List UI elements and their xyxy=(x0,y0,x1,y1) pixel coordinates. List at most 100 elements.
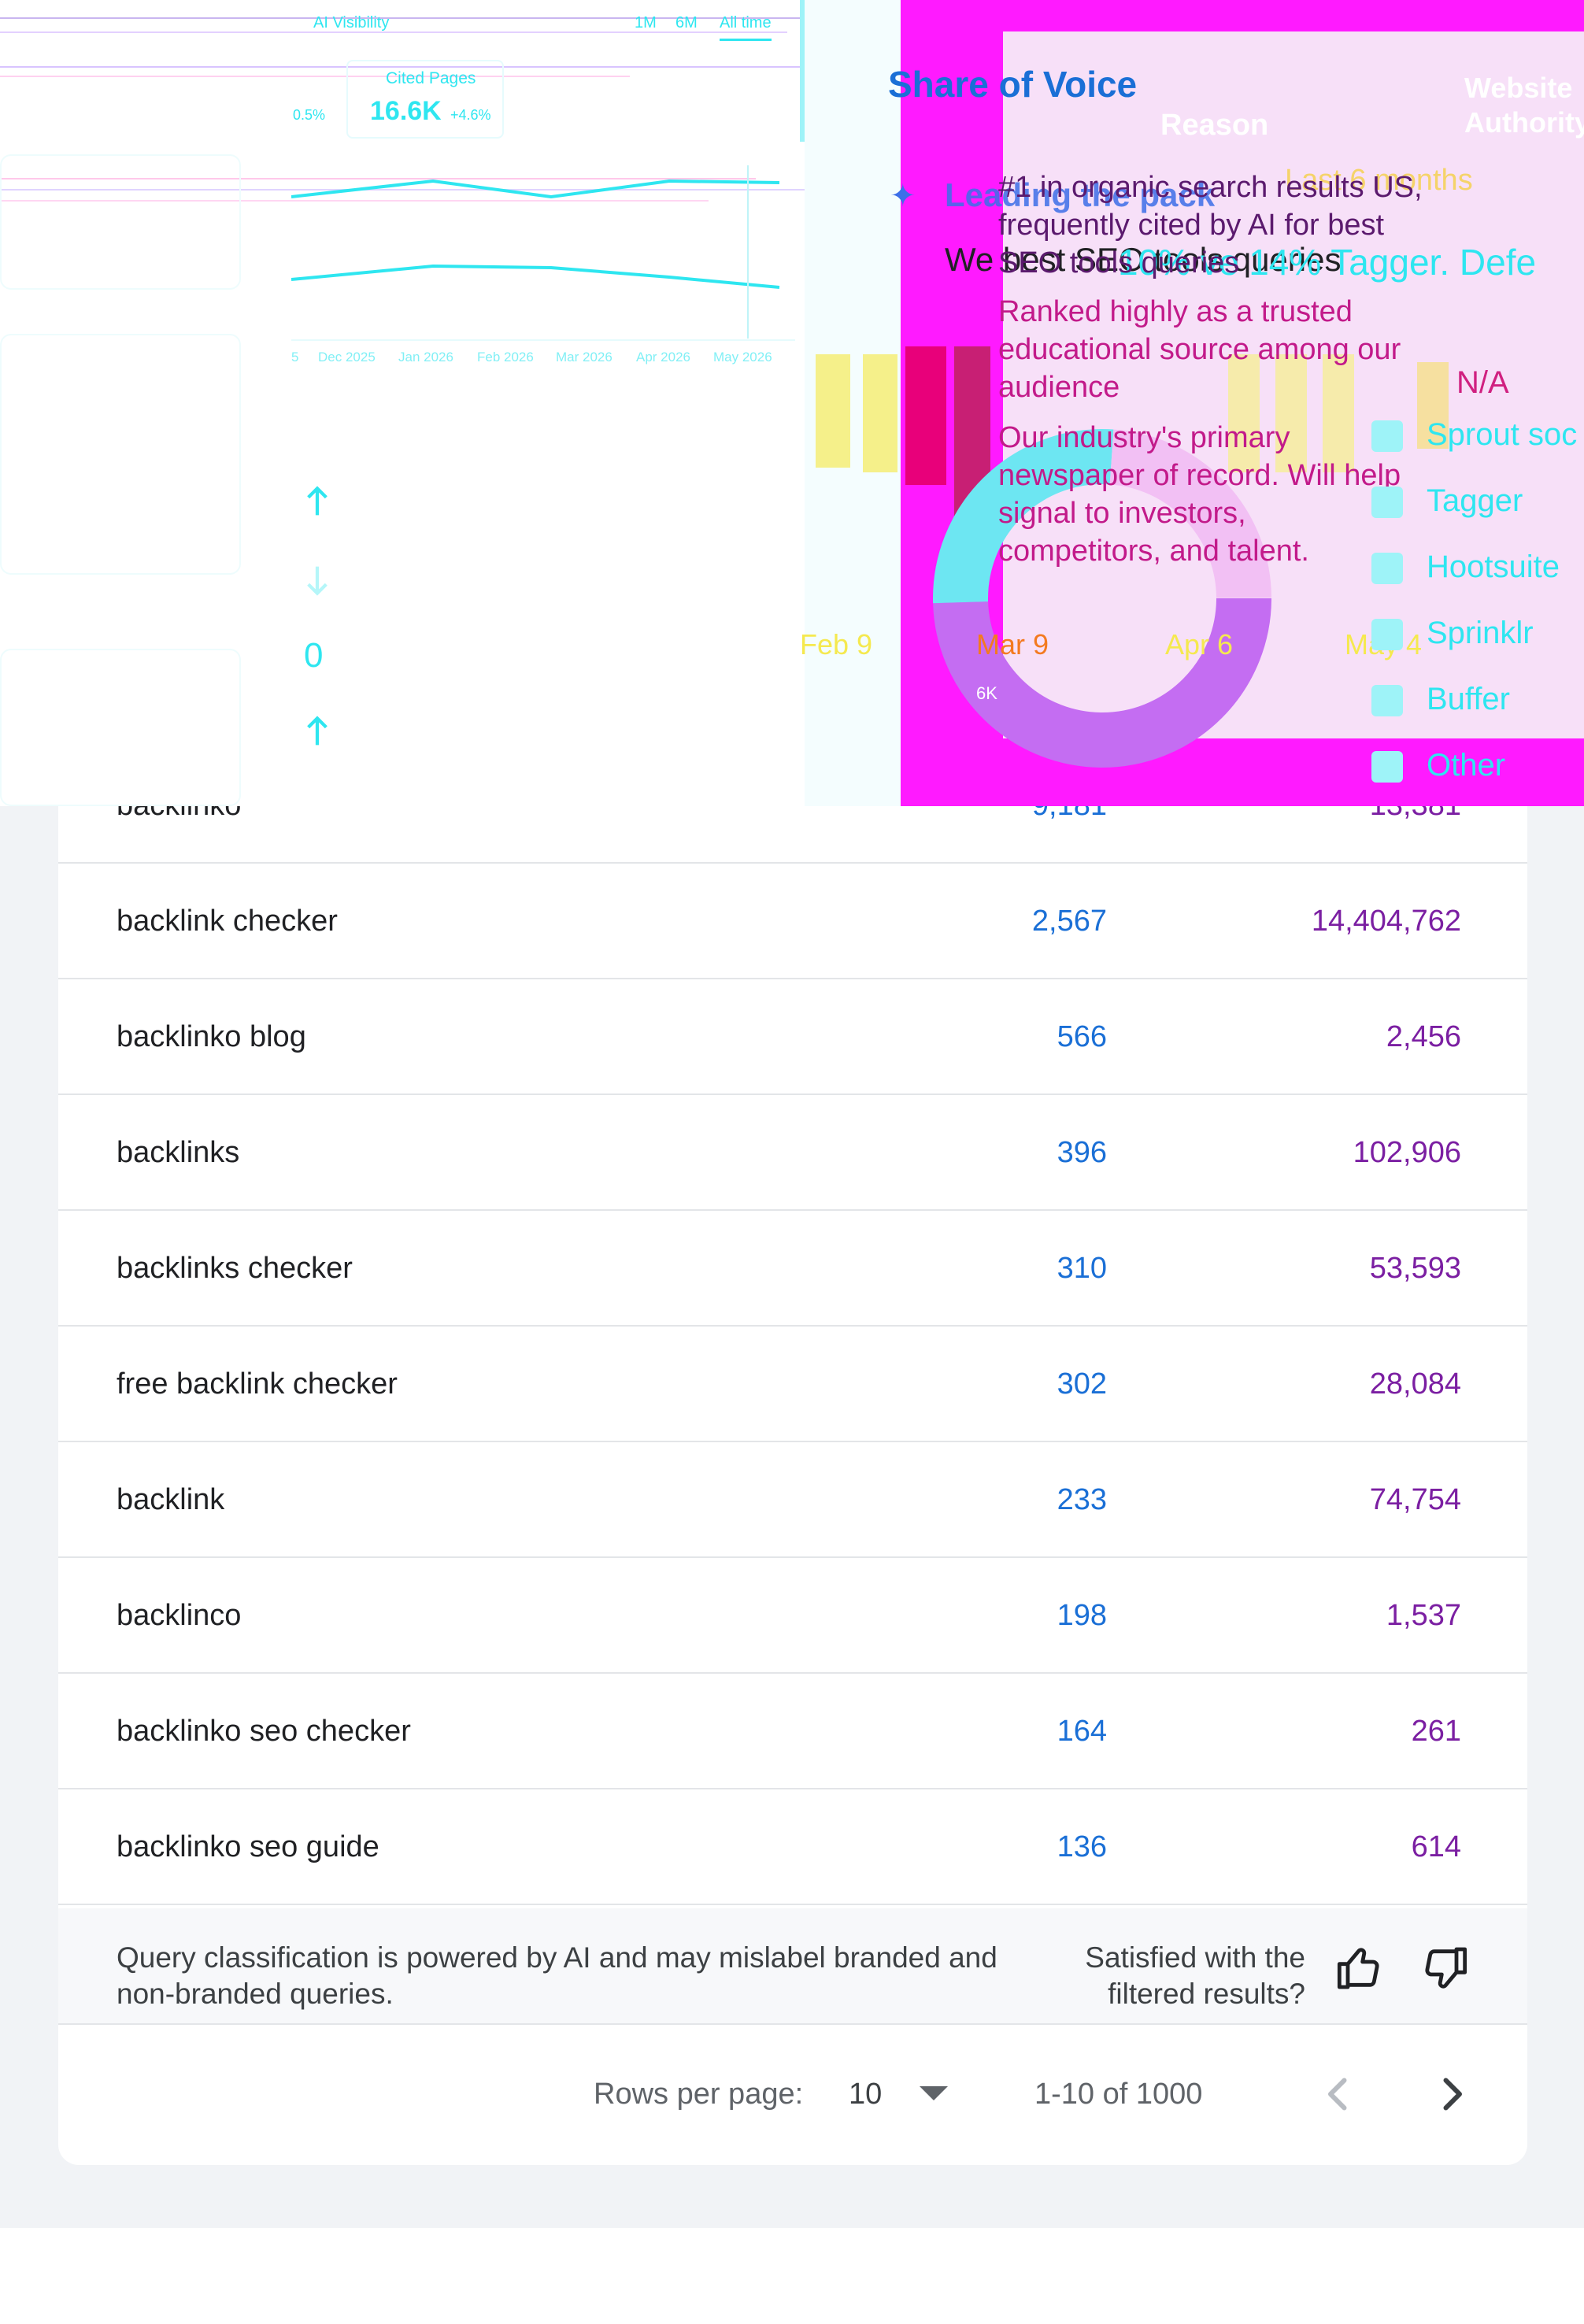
legend-checkbox[interactable] xyxy=(1371,685,1403,716)
clicks-cell: 396 xyxy=(1057,1136,1107,1169)
prev-page-icon[interactable] xyxy=(1315,2071,1362,2118)
last-months-label: Last 6 months xyxy=(1285,164,1473,197)
legend-checkbox[interactable] xyxy=(1371,619,1403,650)
query-cell[interactable]: backlinko blog xyxy=(117,1020,306,1053)
we-best-text: We best SEO tools queries xyxy=(945,241,1342,278)
legend-item[interactable]: Sprout soc xyxy=(1427,417,1578,452)
tab-ai-visibility[interactable]: AI Visibility xyxy=(313,14,390,31)
month-tick: 5 xyxy=(291,350,299,365)
thumbs-up-icon[interactable] xyxy=(1335,1943,1386,1993)
legend-checkbox[interactable] xyxy=(1371,751,1403,783)
left-card xyxy=(0,334,241,575)
left-card xyxy=(0,154,241,290)
impressions-cell: 614 xyxy=(1411,1830,1461,1863)
bar xyxy=(816,354,850,468)
website-authority-header: Website Authority xyxy=(1464,72,1584,139)
arrow-down-icon xyxy=(307,566,328,596)
bar xyxy=(905,346,946,485)
bar xyxy=(1417,362,1449,449)
cited-pages-card xyxy=(346,60,504,139)
impressions-cell: 1,537 xyxy=(1386,1599,1461,1632)
query-cell[interactable]: backlinko seo guide xyxy=(117,1830,379,1863)
next-page-icon[interactable] xyxy=(1428,2071,1475,2118)
x-tick: Apr 6 xyxy=(1165,628,1234,661)
legend-item[interactable]: Tagger xyxy=(1427,483,1523,518)
impressions-cell: 74,754 xyxy=(1369,1483,1461,1516)
table-row[interactable]: backlinko seo checker 164 261 xyxy=(58,1674,1527,1789)
left-card xyxy=(0,649,241,806)
arrow-up-icon xyxy=(307,716,328,746)
zero-value: 0 xyxy=(304,636,324,675)
month-tick: Feb 2026 xyxy=(477,350,534,365)
table-row[interactable]: backlinks checker 310 53,593 xyxy=(58,1211,1527,1327)
query-cell[interactable]: free backlink checker xyxy=(117,1367,398,1401)
clicks-cell: 198 xyxy=(1057,1599,1107,1632)
tagger-text: 10% ve 14% Tagger. Defe xyxy=(1118,242,1537,283)
bar xyxy=(863,354,897,472)
month-tick: Apr 2026 xyxy=(636,350,690,365)
query-cell[interactable]: backlink checker xyxy=(117,905,338,938)
legend-checkbox[interactable] xyxy=(1371,553,1403,584)
left-delta: 0.5% xyxy=(293,107,326,123)
legend-checkbox[interactable] xyxy=(1371,420,1403,452)
legend-item[interactable]: Hootsuite xyxy=(1427,550,1560,584)
impressions-cell: 2,456 xyxy=(1386,1020,1461,1053)
query-cell[interactable]: backlinks checker xyxy=(117,1252,353,1285)
range-1m[interactable]: 1M xyxy=(635,14,657,31)
clicks-cell: 233 xyxy=(1057,1483,1107,1516)
table-row[interactable]: free backlink checker 302 28,084 xyxy=(58,1327,1527,1442)
share-of-voice-title: Share of Voice xyxy=(888,64,1138,105)
impressions-cell: 53,593 xyxy=(1369,1252,1461,1285)
page-footer-area xyxy=(0,2228,1584,2324)
reason-2: Ranked highly as a trusted educational s… xyxy=(998,295,1401,404)
table-row[interactable]: backlink 233 74,754 xyxy=(58,1442,1527,1558)
bar xyxy=(1228,354,1260,472)
legend-item[interactable]: Other xyxy=(1427,748,1506,783)
feedback-question: Satisfied with the filtered results? xyxy=(1085,1941,1305,2010)
divider xyxy=(800,0,805,142)
legend-checkbox[interactable] xyxy=(1371,487,1403,518)
month-tick: Jan 2026 xyxy=(398,350,453,365)
table-row[interactable]: backlink checker 2,567 14,404,762 xyxy=(58,864,1527,979)
month-tick: Dec 2025 xyxy=(318,350,376,365)
donut-label: 6K xyxy=(976,683,997,703)
table-row[interactable]: backlinco 198 1,537 xyxy=(58,1558,1527,1674)
query-cell[interactable]: backlinks xyxy=(117,1136,240,1169)
clicks-cell: 566 xyxy=(1057,1020,1107,1053)
clicks-cell: 310 xyxy=(1057,1252,1107,1285)
arrow-up-icon xyxy=(307,486,328,516)
cited-pages-label: Cited Pages xyxy=(386,69,476,87)
glitch-overlay: AI Visibility 1M 6M All time Cited Pages… xyxy=(0,0,1584,806)
legend-item[interactable]: Sprinklr xyxy=(1427,616,1534,650)
classification-notice: Query classification is powered by AI an… xyxy=(58,1908,1527,2025)
donut-chart xyxy=(933,429,1271,768)
x-tick: Mar 9 xyxy=(976,628,1049,661)
impressions-cell: 28,084 xyxy=(1369,1367,1461,1401)
reason-3: Our industry's primary newspaper of reco… xyxy=(998,421,1401,568)
clicks-cell: 302 xyxy=(1057,1367,1107,1401)
table-row[interactable]: backlinks 396 102,906 xyxy=(58,1095,1527,1211)
bar xyxy=(1275,354,1307,472)
impressions-cell: 102,906 xyxy=(1353,1136,1461,1169)
x-tick: Feb 9 xyxy=(800,628,873,661)
impressions-cell: 261 xyxy=(1411,1715,1461,1748)
rows-per-page-select[interactable]: 10 xyxy=(849,2078,883,2111)
table-row[interactable]: backlinko seo guide 136 614 xyxy=(58,1789,1527,1905)
sparkle-icon: ✦ xyxy=(890,179,916,213)
range-all-time[interactable]: All time xyxy=(720,14,772,41)
reason-1: #1 in organic search results US, frequen… xyxy=(998,171,1423,279)
na-label: N/A xyxy=(1456,365,1509,400)
table-row[interactable]: backlinko blog 566 2,456 xyxy=(58,979,1527,1095)
query-cell[interactable]: backlink xyxy=(117,1483,225,1516)
reason-header: Reason xyxy=(1160,109,1269,142)
pagination: Rows per page: 10 1-10 of 1000 xyxy=(58,2025,1527,2163)
thumbs-down-icon[interactable] xyxy=(1419,1943,1469,1993)
query-cell[interactable]: backlinko seo checker xyxy=(117,1715,411,1748)
chevron-down-icon[interactable] xyxy=(920,2086,948,2100)
leading-heading: Leading the pack xyxy=(945,176,1216,213)
clicks-cell: 164 xyxy=(1057,1715,1107,1748)
legend-item[interactable]: Buffer xyxy=(1427,682,1510,716)
range-6m[interactable]: 6M xyxy=(675,14,698,31)
query-cell[interactable]: backlinco xyxy=(117,1599,242,1632)
